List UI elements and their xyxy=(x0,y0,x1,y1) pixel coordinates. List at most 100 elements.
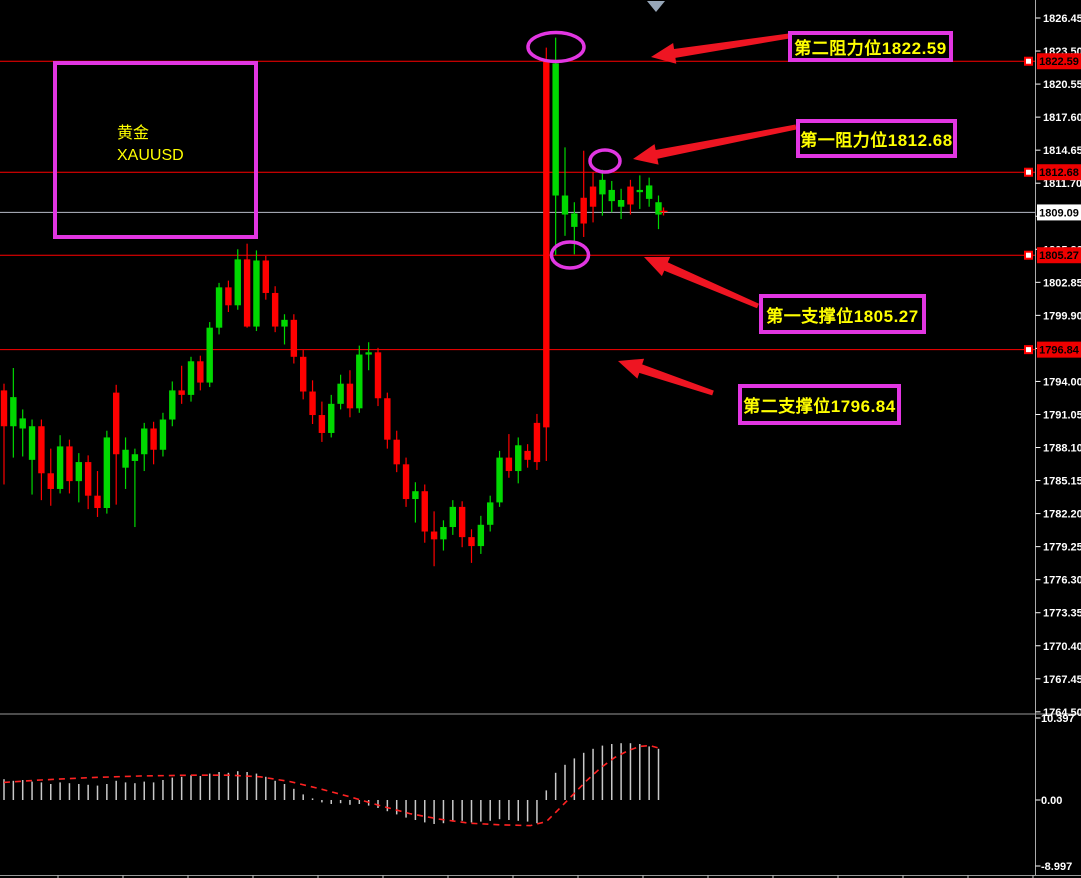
level-price-badge: 1805.27 xyxy=(1037,247,1081,264)
candle-body xyxy=(636,189,643,193)
axis-label: 1799.90 xyxy=(1043,310,1081,322)
last-price-marker xyxy=(659,207,668,216)
candle-body xyxy=(365,352,372,355)
candlesticks xyxy=(0,37,662,567)
price-axis[interactable]: 1826.451823.501820.551817.601814.651811.… xyxy=(1035,13,1081,719)
candle-body xyxy=(271,292,279,327)
indicator-panel xyxy=(3,743,660,827)
axis-label: 1805.27 xyxy=(1039,250,1079,262)
candle-body xyxy=(187,361,195,395)
candle-body xyxy=(178,390,185,395)
chart-shift-marker-icon[interactable] xyxy=(647,1,665,12)
line-handle[interactable] xyxy=(1024,345,1033,355)
axis-label: 1770.40 xyxy=(1043,641,1081,653)
symbol-ticker: XAUUSD xyxy=(117,147,184,164)
candle-body xyxy=(225,287,232,306)
highlight-ellipse-middle[interactable] xyxy=(588,148,622,174)
candle-body xyxy=(197,361,204,383)
highlight-ellipse-bottom[interactable] xyxy=(549,240,591,270)
support-line[interactable] xyxy=(0,345,1035,355)
arrow-support-1[interactable] xyxy=(644,256,759,309)
support-line[interactable] xyxy=(0,250,1035,260)
candle-body xyxy=(94,495,101,508)
candle-body xyxy=(84,462,92,496)
resistance-line[interactable] xyxy=(0,167,1035,177)
candle-body xyxy=(281,319,288,327)
candle-body xyxy=(655,202,662,215)
candle-body xyxy=(617,200,625,207)
candle-body xyxy=(645,185,653,199)
line-handle[interactable] xyxy=(1024,167,1033,177)
axis-label: 1773.35 xyxy=(1043,608,1081,620)
axis-label: 1817.60 xyxy=(1043,112,1081,124)
candle-body xyxy=(262,260,269,293)
candle-body xyxy=(66,446,73,482)
axis-label: 0.00 xyxy=(1041,795,1062,807)
candle-body xyxy=(159,419,167,450)
axis-label: 1820.55 xyxy=(1043,79,1081,91)
axis-label: 10.397 xyxy=(1041,713,1075,725)
axis-label: 1814.65 xyxy=(1043,145,1081,157)
line-handle[interactable] xyxy=(1024,250,1033,260)
candle-body xyxy=(580,197,587,224)
arrow-resistance-1[interactable] xyxy=(633,124,797,165)
arrow-support-2[interactable] xyxy=(618,358,714,396)
level-price-badge: 1822.59 xyxy=(1037,53,1081,70)
candle-body xyxy=(0,390,8,427)
candle-body xyxy=(337,383,344,404)
candle-body xyxy=(533,422,541,463)
candle-body xyxy=(477,524,485,547)
candle-body xyxy=(505,457,513,472)
candle-body xyxy=(19,418,26,429)
indicator-axis[interactable]: 10.397 0.00 -8.997 xyxy=(1035,713,1075,873)
axis-label: 1826.45 xyxy=(1043,13,1081,25)
candle-body xyxy=(561,195,569,215)
candle-body xyxy=(300,356,307,392)
support-2-label[interactable]: 第二支撑位1796.84 xyxy=(738,384,901,425)
axis-label: 1788.10 xyxy=(1043,443,1081,455)
line-handle[interactable] xyxy=(1024,56,1033,66)
axis-label: 1802.85 xyxy=(1043,277,1081,289)
candle-body xyxy=(141,428,148,455)
candle-body xyxy=(374,352,382,399)
level-price-badge: 1812.68 xyxy=(1037,164,1081,181)
candle-body xyxy=(243,259,251,327)
candle-body xyxy=(356,354,363,409)
resistance-2-label[interactable]: 第二阻力位1822.59 xyxy=(788,31,953,62)
axis-label: -8.997 xyxy=(1041,861,1072,873)
support-1-label[interactable]: 第一支撑位1805.27 xyxy=(759,294,926,334)
candle-body xyxy=(589,186,597,207)
current-price-badge: 1809.09 xyxy=(1037,204,1081,221)
candle-body xyxy=(430,531,438,540)
candle-body xyxy=(28,426,36,460)
highlight-ellipse-top[interactable] xyxy=(526,30,586,64)
axis-label: 1796.84 xyxy=(1039,345,1080,357)
candle-body xyxy=(75,462,82,482)
candle-body xyxy=(103,437,111,508)
candle-body xyxy=(131,454,139,461)
candle-body xyxy=(38,426,45,474)
symbol-name-cn: 黄金 xyxy=(117,125,150,142)
signal-line xyxy=(3,744,659,827)
candle-body xyxy=(571,213,578,227)
candle-body xyxy=(56,446,64,489)
candle-body xyxy=(412,491,419,500)
axis-label: 1794.00 xyxy=(1043,376,1081,388)
candle-body xyxy=(496,457,503,503)
axis-label: 1811.70 xyxy=(1043,178,1081,190)
candle-body xyxy=(599,179,606,195)
symbol-rectangle[interactable]: 黄金 XAUUSD xyxy=(53,61,258,239)
candle-body xyxy=(253,260,260,327)
arrow-resistance-2[interactable] xyxy=(651,33,790,64)
candle-body xyxy=(169,390,176,420)
candle-body xyxy=(552,63,559,196)
resistance-1-label[interactable]: 第一阻力位1812.68 xyxy=(796,119,957,158)
candle-body xyxy=(608,189,615,202)
candle-body xyxy=(458,506,466,538)
candle-body xyxy=(234,259,241,306)
axis-label: 1782.20 xyxy=(1043,509,1081,521)
candle-body xyxy=(215,287,223,328)
